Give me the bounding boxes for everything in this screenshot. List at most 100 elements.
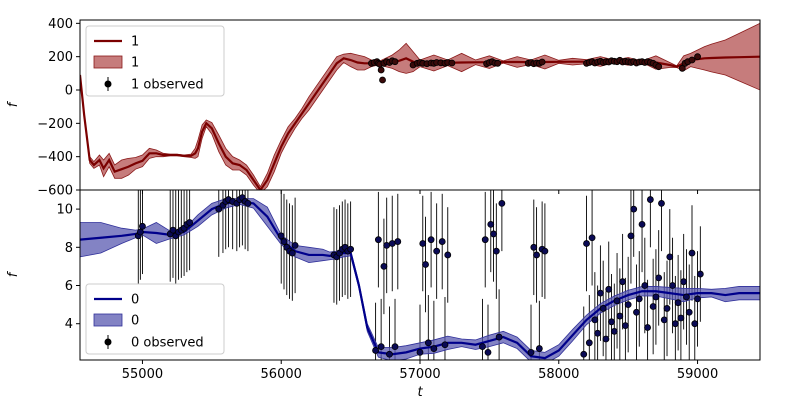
observed-point <box>530 243 538 251</box>
legend: 1 1 1 observed <box>85 25 225 97</box>
observed-point <box>680 278 688 286</box>
observed-point <box>186 219 194 226</box>
observed-point <box>671 320 679 328</box>
y-axis-label: f <box>6 270 21 277</box>
y-tick-label: 8 <box>65 241 73 256</box>
panel-bottom-plot-area <box>80 190 760 360</box>
x-tick-label: 55000 <box>122 367 163 382</box>
observed-point <box>479 343 486 351</box>
observed-point <box>660 316 668 324</box>
y-tick-label: 200 <box>48 50 73 65</box>
observed-point <box>599 305 607 312</box>
observed-point <box>694 295 701 303</box>
observed-point <box>683 293 690 301</box>
y-tick-label: 400 <box>48 17 73 32</box>
observed-point <box>588 234 596 242</box>
observed-point <box>438 238 446 245</box>
observed-point <box>277 232 285 240</box>
legend-band-swatch <box>93 313 123 327</box>
observed-point <box>527 348 535 356</box>
observed-point <box>610 327 618 335</box>
legend-label: 1 <box>131 56 139 71</box>
observed-point <box>633 308 640 316</box>
observed-point <box>666 253 674 261</box>
observed-point <box>136 228 144 236</box>
observed-point <box>641 282 649 289</box>
observed-point <box>630 205 638 213</box>
observed-point <box>591 316 599 324</box>
y-tick-label: −400 <box>37 150 73 165</box>
observed-point <box>613 297 621 305</box>
legend: 0 0 0 observed <box>85 283 225 355</box>
observed-point <box>422 261 429 268</box>
observed-point <box>288 249 296 257</box>
observed-point <box>602 335 610 343</box>
observed-point <box>419 240 427 247</box>
observed-point <box>621 322 629 330</box>
observed-point <box>678 64 686 72</box>
observed-point <box>655 63 663 71</box>
observed-point <box>244 199 252 207</box>
legend-label: 1 observed <box>131 78 204 93</box>
observed-point <box>427 236 435 244</box>
observed-point <box>291 241 299 249</box>
observed-point <box>688 249 696 257</box>
observed-point <box>498 199 506 207</box>
observed-point <box>627 232 635 240</box>
observed-point <box>644 324 651 331</box>
observed-point <box>444 251 452 259</box>
y-tick-label: 6 <box>65 279 73 294</box>
observed-point <box>481 236 489 244</box>
legend-band-swatch <box>93 55 123 69</box>
observed-point <box>669 282 676 289</box>
observed-point <box>139 222 146 230</box>
x-tick-label: 56000 <box>261 367 302 382</box>
observed-point <box>492 247 500 255</box>
observed-point <box>535 345 543 352</box>
legend-label: 0 observed <box>131 336 204 351</box>
model-line <box>80 200 760 360</box>
y-tick-label: −200 <box>37 117 73 132</box>
observed-point <box>487 220 495 228</box>
x-tick-label: 57000 <box>399 367 440 382</box>
observed-point <box>448 59 456 67</box>
observed-point <box>280 238 288 245</box>
observed-point <box>215 205 223 213</box>
observed-point <box>646 196 654 203</box>
y-axis-label: f <box>6 100 21 107</box>
observed-point <box>597 289 604 297</box>
observed-point <box>388 240 396 247</box>
observed-point <box>580 350 588 358</box>
x-tick-label: 58000 <box>538 367 579 382</box>
observed-point <box>663 305 671 312</box>
observed-point <box>691 320 699 328</box>
y-tick-label: 4 <box>65 317 73 332</box>
observed-point <box>674 299 682 307</box>
observed-point <box>533 251 540 259</box>
observed-point <box>386 350 393 358</box>
panel-top-plot-area <box>80 22 760 190</box>
observed-point <box>541 247 549 255</box>
observed-point <box>169 226 177 234</box>
observed-point <box>347 245 355 253</box>
uncertainty-band <box>80 198 760 360</box>
observed-point <box>391 343 399 351</box>
legend-box <box>85 25 225 97</box>
observed-point <box>685 308 693 316</box>
observed-point <box>377 343 385 351</box>
observed-point <box>424 339 432 347</box>
observed-point <box>655 274 663 282</box>
y-tick-label: 10 <box>56 203 73 218</box>
observed-point <box>379 76 386 84</box>
observed-point <box>638 220 646 228</box>
observed-point <box>594 329 602 337</box>
observed-point <box>494 59 502 67</box>
legend-label: 0 <box>131 293 139 308</box>
observed-point <box>608 318 615 326</box>
observed-point <box>616 312 624 320</box>
observed-point <box>394 238 402 245</box>
observed-point <box>490 230 497 238</box>
y-tick-label: −600 <box>37 184 73 199</box>
x-tick-label: 59000 <box>677 367 718 382</box>
observed-point <box>658 199 665 207</box>
